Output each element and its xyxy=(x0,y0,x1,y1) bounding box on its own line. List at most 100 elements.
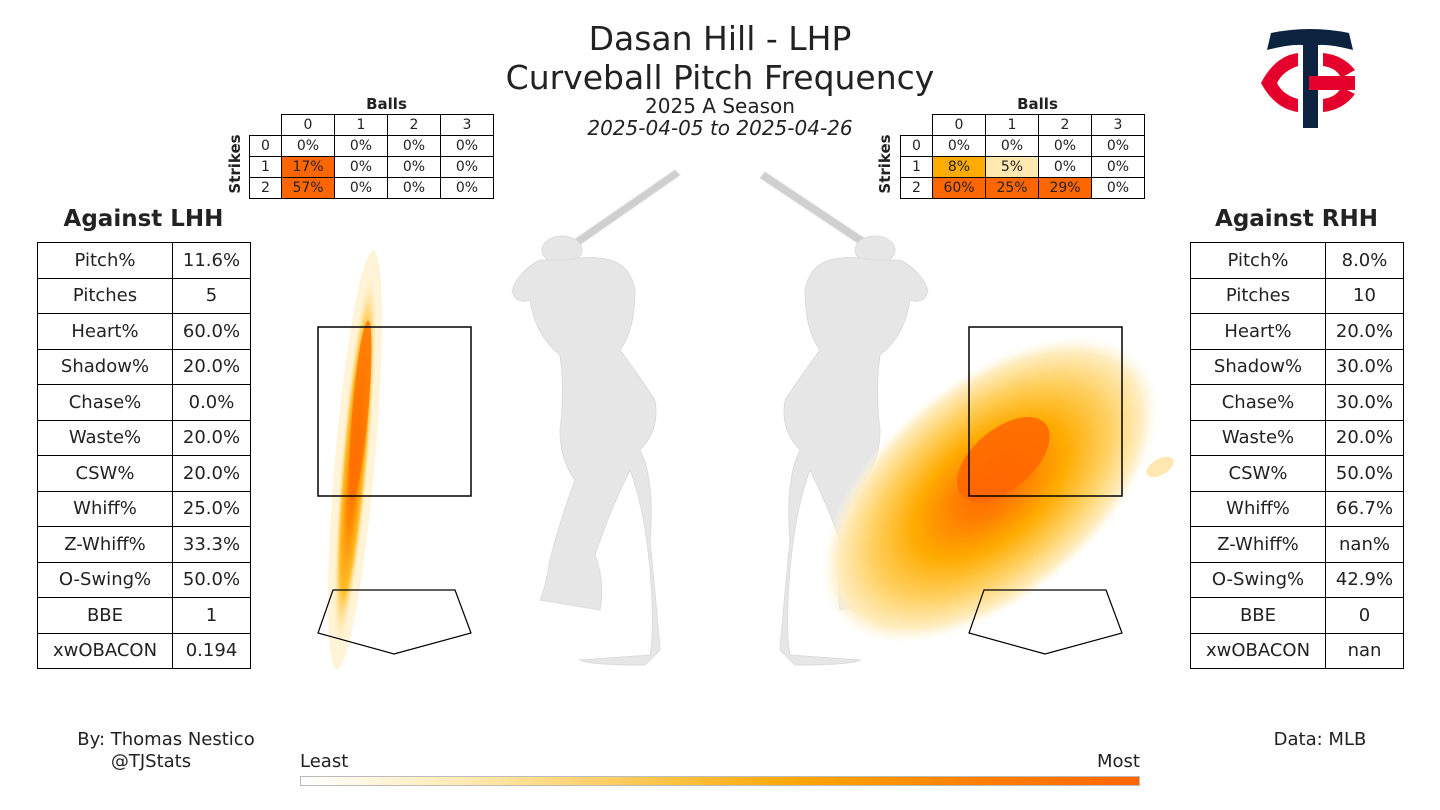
stat-row: Z-Whiff% 33.3% xyxy=(37,526,251,563)
balls-header-cell: 0 xyxy=(932,114,986,136)
balls-header-cell: 1 xyxy=(334,114,388,136)
stat-row: Z-Whiff% nan% xyxy=(1190,526,1404,563)
stat-row: Heart% 20.0% xyxy=(1190,313,1404,350)
stat-value: 5 xyxy=(172,277,251,314)
stat-value: 25.0% xyxy=(172,490,251,527)
stat-value: nan% xyxy=(1325,526,1404,563)
stat-value: 8.0% xyxy=(1325,242,1404,279)
stat-row: O-Swing% 42.9% xyxy=(1190,561,1404,598)
count-cell: 0% xyxy=(932,135,986,157)
left-count-table: 0 1 2 3 0 0% 0% 0% 0% 1 17% 0% 0% 0% 2 57% 0% 0% 0% xyxy=(249,114,494,199)
count-cell: 0% xyxy=(387,135,441,157)
count-cell: 17% xyxy=(281,156,335,178)
right-heading: Against RHH xyxy=(1215,206,1378,232)
right-balls-label: Balls xyxy=(1017,95,1058,113)
batter-right-silhouette xyxy=(759,171,929,666)
stat-label: Pitches xyxy=(37,277,173,314)
stat-label: CSW% xyxy=(1190,455,1326,492)
batter-left-silhouette xyxy=(511,169,681,666)
left-balls-label: Balls xyxy=(366,95,407,113)
balls-header-cell: 2 xyxy=(387,114,441,136)
stat-row: Whiff% 25.0% xyxy=(37,490,251,527)
legend-least-label: Least xyxy=(300,751,349,772)
strike-zone-right xyxy=(968,326,1123,497)
stat-label: Whiff% xyxy=(37,490,173,527)
credit-author: By: Thomas Nestico xyxy=(77,729,255,750)
stat-row: Shadow% 20.0% xyxy=(37,348,251,385)
right-stats-table: Pitch% 8.0% Pitches 10 Heart% 20.0% Shadow% 30.… xyxy=(1190,242,1404,669)
strikes-header-cell: 1 xyxy=(249,156,282,178)
count-row: 0 0% 0% 0% 0% xyxy=(900,135,1145,157)
stat-row: Chase% 0.0% xyxy=(37,384,251,421)
stat-row: xwOBACON 0.194 xyxy=(37,632,251,669)
stat-label: O-Swing% xyxy=(1190,561,1326,598)
balls-header-cell: 3 xyxy=(1091,114,1145,136)
stat-value: 0 xyxy=(1325,597,1404,634)
stat-label: CSW% xyxy=(37,455,173,492)
count-cell: 0% xyxy=(440,177,494,199)
stat-label: Heart% xyxy=(1190,313,1326,350)
stat-row: O-Swing% 50.0% xyxy=(37,561,251,598)
count-row: 2 60% 25% 29% 0% xyxy=(900,177,1145,199)
stat-label: Shadow% xyxy=(37,348,173,385)
stat-row: Pitch% 8.0% xyxy=(1190,242,1404,279)
count-row: 0 0% 0% 0% 0% xyxy=(249,135,494,157)
stat-label: Shadow% xyxy=(1190,348,1326,385)
count-cell: 0% xyxy=(440,156,494,178)
twins-logo-icon xyxy=(1261,29,1355,128)
stat-value: nan xyxy=(1325,632,1404,669)
count-row: 1 17% 0% 0% 0% xyxy=(249,156,494,178)
count-cell: 0% xyxy=(1038,135,1092,157)
stat-row: Pitches 5 xyxy=(37,277,251,314)
stat-label: Waste% xyxy=(37,419,173,456)
stat-value: 11.6% xyxy=(172,242,251,279)
stat-row: xwOBACON nan xyxy=(1190,632,1404,669)
credit-handle: @TJStats xyxy=(110,751,192,772)
right-count-table: 0 1 2 3 0 0% 0% 0% 0% 1 8% 5% 0% 0% 2 60% 25% 29% 0% xyxy=(900,114,1145,199)
pitch-location-plot xyxy=(317,169,1174,670)
colorbar-legend xyxy=(300,776,1140,786)
count-cell: 0% xyxy=(1091,177,1145,199)
stat-label: BBE xyxy=(37,597,173,634)
left-strikes-label: Strikes xyxy=(226,134,244,194)
stat-value: 20.0% xyxy=(172,455,251,492)
stat-value: 20.0% xyxy=(172,348,251,385)
stat-label: Pitch% xyxy=(1190,242,1326,279)
count-cell: 57% xyxy=(281,177,335,199)
stat-row: BBE 1 xyxy=(37,597,251,634)
legend-most-label: Most xyxy=(1097,751,1140,772)
strikes-header-cell: 0 xyxy=(900,135,933,157)
stat-row: CSW% 50.0% xyxy=(1190,455,1404,492)
stat-label: Pitch% xyxy=(37,242,173,279)
stat-value: 50.0% xyxy=(172,561,251,598)
stat-value: 20.0% xyxy=(1325,313,1404,350)
stat-value: 20.0% xyxy=(1325,419,1404,456)
count-cell: 0% xyxy=(1091,135,1145,157)
stat-label: O-Swing% xyxy=(37,561,173,598)
stat-row: Heart% 60.0% xyxy=(37,313,251,350)
count-row: 2 57% 0% 0% 0% xyxy=(249,177,494,199)
stat-value: 33.3% xyxy=(172,526,251,563)
count-cell: 29% xyxy=(1038,177,1092,199)
stat-value: 0.0% xyxy=(172,384,251,421)
strikes-header-cell: 0 xyxy=(249,135,282,157)
strike-zone-left xyxy=(317,326,472,497)
balls-header-cell: 0 xyxy=(281,114,335,136)
stat-value: 30.0% xyxy=(1325,348,1404,385)
count-cell: 0% xyxy=(440,135,494,157)
stat-label: Waste% xyxy=(1190,419,1326,456)
stat-row: Whiff% 66.7% xyxy=(1190,490,1404,527)
stat-row: Pitches 10 xyxy=(1190,277,1404,314)
stat-label: xwOBACON xyxy=(37,632,173,669)
count-cell: 0% xyxy=(985,135,1039,157)
count-cell: 0% xyxy=(1091,156,1145,178)
stat-row: Waste% 20.0% xyxy=(37,419,251,456)
count-corner xyxy=(901,115,933,136)
stat-row: CSW% 20.0% xyxy=(37,455,251,492)
page-subtitle: Curveball Pitch Frequency xyxy=(505,58,935,97)
stat-value: 20.0% xyxy=(172,419,251,456)
count-cell: 0% xyxy=(387,177,441,199)
stat-label: Chase% xyxy=(1190,384,1326,421)
left-heading: Against LHH xyxy=(63,206,224,232)
count-cell: 0% xyxy=(1038,156,1092,178)
